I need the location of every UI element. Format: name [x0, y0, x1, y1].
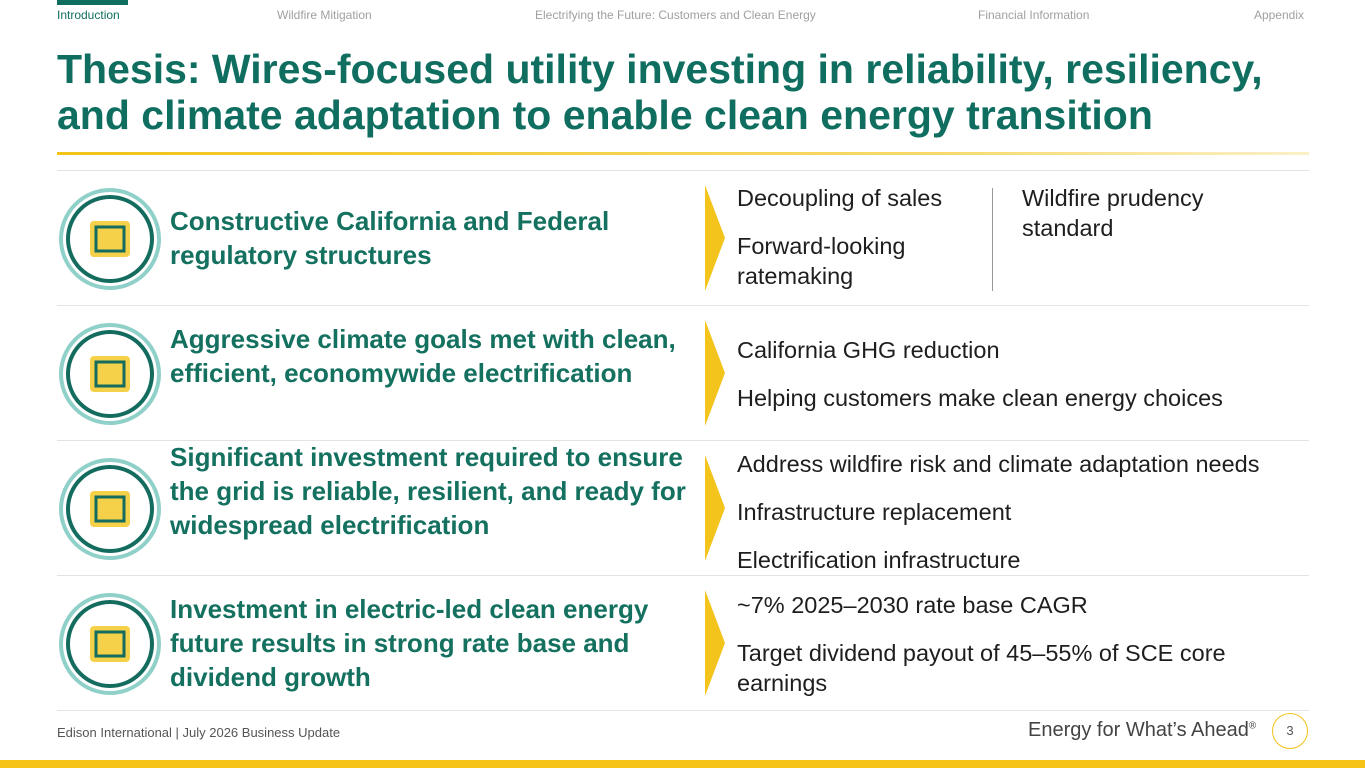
chevron — [705, 320, 725, 431]
bullet-text: Address wildfire risk and climate adapta… — [737, 451, 1260, 477]
bullet-column: Address wildfire risk and climate adapta… — [737, 449, 1307, 593]
icon-graphic — [59, 593, 161, 695]
nav-tab[interactable]: Appendix — [1253, 8, 1304, 22]
row-icon — [58, 187, 162, 291]
icon-graphic — [59, 188, 161, 290]
bullet-text: Electrification infrastructure — [737, 547, 1021, 573]
chevron-shape — [705, 320, 725, 426]
chevron-shape — [705, 185, 725, 291]
row-rule — [57, 440, 1309, 441]
chevron — [705, 455, 725, 566]
tagline-text: Energy for What’s Ahead — [1028, 719, 1249, 741]
nav-tab[interactable]: Wildfire Mitigation — [277, 8, 372, 22]
row-heading: Constructive California and Federal regu… — [170, 206, 610, 270]
page-number: 3 — [1272, 713, 1308, 749]
bullet-column: ~7% 2025–2030 rate base CAGR Target divid… — [737, 590, 1307, 716]
nav-tab[interactable]: Electrifying the Future: Customers and C… — [535, 8, 816, 22]
row-heading: Aggressive climate goals met with clean,… — [170, 324, 676, 388]
bullet-text: Infrastructure replacement — [737, 499, 1012, 525]
chevron — [705, 185, 725, 296]
tagline: Energy for What’s Ahead® — [1028, 719, 1256, 742]
icon-graphic — [59, 458, 161, 560]
row-icon — [58, 457, 162, 561]
bullet-column: California GHG reduction Helping customer… — [737, 335, 1307, 431]
row-heading: Significant investment required to ensur… — [170, 442, 686, 540]
bullet-text: Decoupling of sales — [737, 185, 943, 211]
bullet-text: ~7% 2025–2030 rate base CAGR — [737, 592, 1088, 618]
chevron-shape — [705, 455, 725, 561]
icon-graphic — [59, 323, 161, 425]
column-divider — [992, 188, 993, 291]
active-tab-bar — [57, 0, 128, 5]
row-icon — [58, 592, 162, 696]
row-rule — [57, 710, 1309, 711]
bullet-column: Decoupling of sales Forward-looking ratem… — [737, 183, 967, 309]
chevron — [705, 590, 725, 701]
title-underline — [57, 152, 1309, 155]
nav-tab[interactable]: Introduction — [57, 8, 120, 22]
bullet-text: California GHG reduction — [737, 337, 1000, 363]
trademark: ® — [1248, 720, 1257, 732]
bullet-text: Wildfire prudency standard — [1022, 185, 1204, 241]
row-rule — [57, 170, 1309, 171]
row-icon — [58, 322, 162, 426]
chevron-shape — [705, 590, 725, 696]
bullet-column: Wildfire prudency standard — [1022, 183, 1252, 261]
row-heading: Investment in electric-led clean energy … — [170, 594, 649, 692]
slide-title: Thesis: Wires-focused utility investing … — [57, 46, 1263, 138]
row-rule — [57, 575, 1309, 576]
footer-bar — [0, 760, 1365, 768]
row-rule — [57, 305, 1309, 306]
bullet-text: Target dividend payout of 45–55% of SCE … — [737, 640, 1226, 696]
bullet-text: Helping customers make clean energy choi… — [737, 385, 1223, 411]
bullet-text: Forward-looking ratemaking — [737, 233, 906, 289]
footer-source: Edison International | July 2026 Busines… — [57, 725, 341, 740]
nav-tab[interactable]: Financial Information — [978, 8, 1090, 22]
